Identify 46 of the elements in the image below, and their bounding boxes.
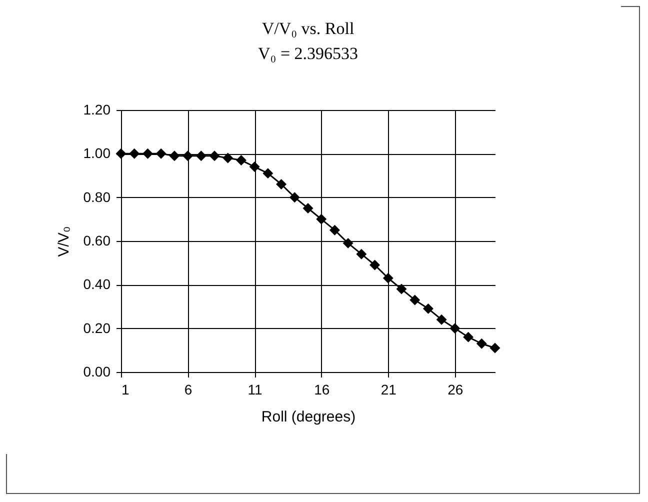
point [209, 150, 220, 162]
point [356, 248, 367, 260]
point [156, 148, 166, 159]
point [490, 342, 500, 354]
point [342, 238, 354, 248]
x-tick-label: 16 [314, 382, 330, 398]
y-tick-label: 0.80 [83, 188, 111, 205]
point [396, 284, 407, 294]
point [196, 150, 206, 162]
x-tick-label: 26 [448, 382, 464, 398]
point [289, 192, 300, 203]
point [116, 148, 126, 159]
point [249, 162, 260, 172]
point [236, 154, 246, 166]
point [436, 314, 447, 325]
y-axis-title: V/V₀ [55, 226, 72, 257]
x-tick-label: 6 [184, 382, 192, 398]
chart-subtitle: V₀ = 2.396533 [258, 44, 358, 63]
point [463, 332, 474, 342]
y-tick-label: 0.60 [83, 232, 111, 248]
point [262, 168, 274, 179]
point [302, 203, 314, 214]
point [222, 152, 234, 164]
y-tick-label: 0.20 [83, 320, 111, 336]
point [182, 150, 194, 162]
chart-title: V/V₀ vs. Roll [262, 19, 354, 38]
x-tick-label: 21 [380, 382, 397, 398]
point [382, 272, 394, 284]
point [169, 150, 180, 162]
point [422, 303, 434, 314]
x-tick-label: 1 [122, 382, 130, 398]
point [276, 178, 287, 190]
point [370, 260, 380, 270]
point [316, 214, 327, 224]
point [129, 148, 140, 159]
point [329, 224, 340, 236]
point [410, 294, 420, 306]
point [142, 148, 153, 159]
y-tick-label: 0.00 [83, 364, 111, 380]
y-tick-label: 0.40 [83, 276, 111, 292]
y-tick-label: 1.20 [83, 102, 111, 118]
point [476, 338, 487, 349]
point [450, 323, 460, 334]
y-tick-label: 1.00 [83, 145, 111, 162]
x-tick-label: 11 [248, 382, 263, 398]
x-axis-title: Roll (degrees) [261, 408, 356, 426]
